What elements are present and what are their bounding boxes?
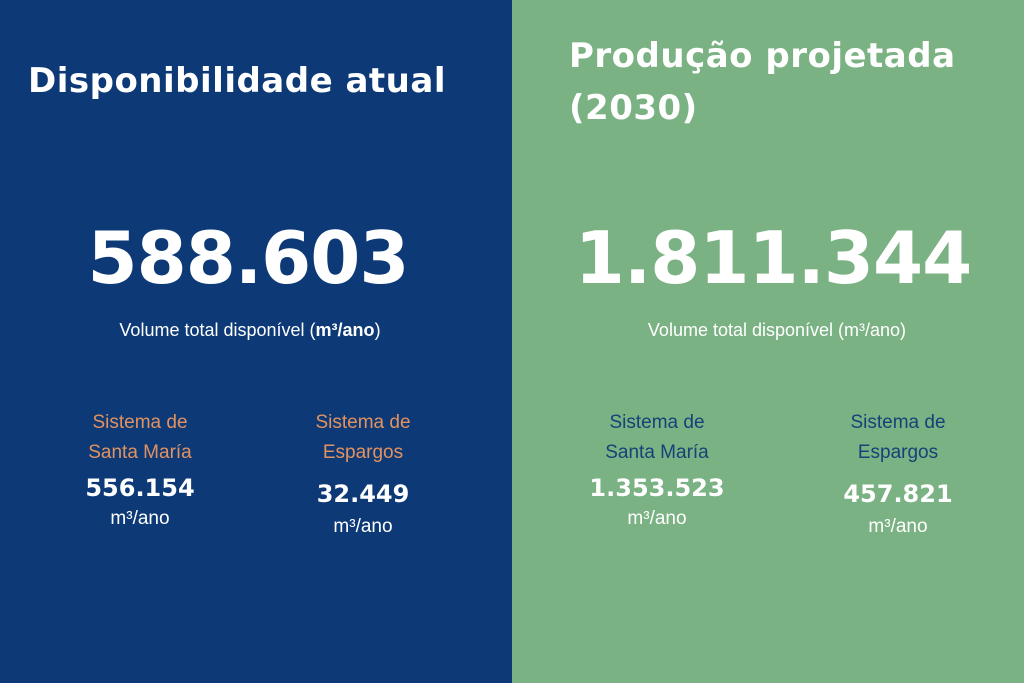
system-label: Sistema de Santa María: [40, 408, 240, 468]
system-label-line2: Espargos: [322, 442, 404, 463]
caption-prefix: Volume total disponível (: [119, 320, 316, 340]
current-total-caption: Volume total disponível (m³/ano): [0, 318, 506, 342]
system-label-line2: Espargos: [857, 442, 939, 463]
system-value: 556.154: [85, 474, 195, 502]
projected-total-caption: Volume total disponível (m³/ano): [647, 320, 907, 340]
current-santa-maria-system: Sistema de Santa María 556.154 m³/ano: [40, 408, 240, 532]
system-unit: m³/ano: [868, 516, 928, 537]
system-value: 1.353.523: [589, 474, 725, 502]
projected-espargos-system: Sistema de Espargos 457.821 m³/ano: [798, 408, 998, 540]
title-line2: (2030): [569, 88, 698, 128]
projected-production-panel: Produção projetada (2030) 1.811.344 Volu…: [512, 0, 1024, 683]
projected-santa-maria-system: Sistema de Santa María 1.353.523 m³/ano: [557, 408, 757, 532]
system-unit: m³/ano: [110, 508, 170, 529]
system-label-line2: Santa María: [88, 442, 192, 463]
system-label: Sistema de Santa María: [557, 408, 757, 468]
caption-unit: m³/ano: [315, 320, 375, 340]
system-value: 32.449: [316, 480, 410, 508]
current-espargos-system: Sistema de Espargos 32.449 m³/ano: [263, 408, 463, 540]
system-unit: m³/ano: [627, 508, 687, 529]
system-value: 457.821: [843, 480, 953, 508]
caption-suffix: ): [374, 320, 381, 340]
system-unit: m³/ano: [333, 516, 393, 537]
system-label-line1: Sistema de: [850, 412, 946, 433]
system-label-line1: Sistema de: [315, 412, 411, 433]
system-label: Sistema de Espargos: [263, 408, 463, 468]
system-label-line1: Sistema de: [609, 412, 705, 433]
system-label: Sistema de Espargos: [798, 408, 998, 468]
title-line1: Produção projetada: [569, 36, 956, 76]
current-availability-panel: Disponibilidade atual 588.603 Volume tot…: [0, 0, 512, 683]
projected-total-volume: 1.811.344: [574, 216, 972, 300]
projected-production-title: Produção projetada (2030): [569, 30, 1009, 134]
current-availability-title: Disponibilidade atual: [28, 61, 446, 101]
system-label-line2: Santa María: [605, 442, 709, 463]
system-label-line1: Sistema de: [92, 412, 188, 433]
current-total-volume: 588.603: [87, 216, 410, 300]
